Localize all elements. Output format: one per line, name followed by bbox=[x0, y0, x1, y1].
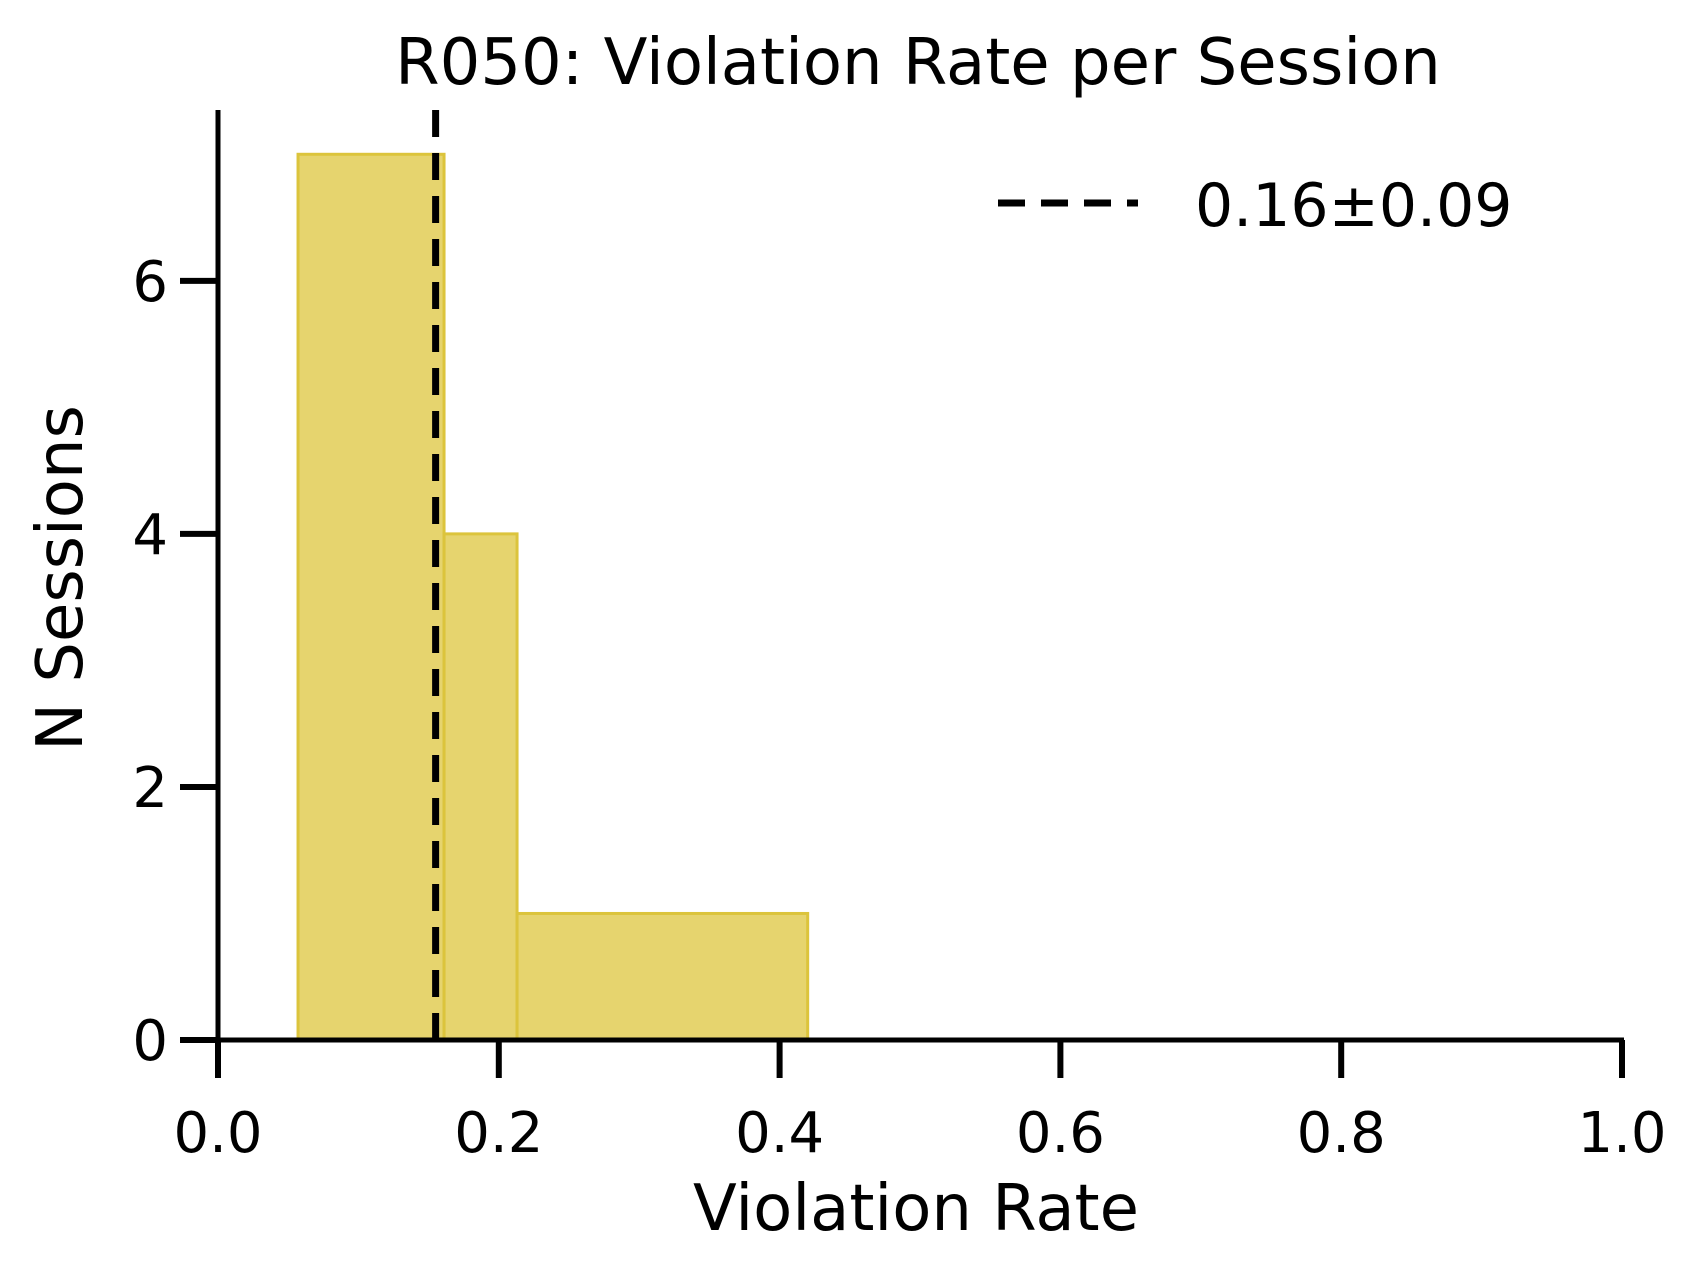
x-tick-label: 0.0 bbox=[173, 1101, 262, 1166]
x-tick-label: 0.2 bbox=[454, 1101, 543, 1166]
y-tick-label: 6 bbox=[132, 250, 168, 315]
x-axis-label: Violation Rate bbox=[693, 1172, 1139, 1246]
legend: 0.16±0.09 bbox=[998, 171, 1512, 241]
histogram-bar-2 bbox=[442, 532, 519, 1042]
x-tick-label: 1.0 bbox=[1577, 1101, 1666, 1166]
histogram-bar-1 bbox=[296, 152, 446, 1042]
y-tick-label: 0 bbox=[132, 1009, 168, 1074]
x-tick-label: 0.6 bbox=[1016, 1101, 1105, 1166]
histogram-bars bbox=[296, 152, 810, 1042]
y-tick-label: 4 bbox=[132, 503, 168, 568]
chart-title: R050: Violation Rate per Session bbox=[395, 26, 1441, 100]
x-tick-label: 0.8 bbox=[1297, 1101, 1386, 1166]
histogram-bar-3 bbox=[515, 911, 810, 1042]
x-ticks: 0.0 0.2 0.4 0.6 0.8 1.0 bbox=[173, 1040, 1667, 1166]
x-tick-label: 0.4 bbox=[735, 1101, 824, 1166]
y-tick-label: 2 bbox=[132, 756, 168, 821]
y-ticks: 0 2 4 6 bbox=[132, 250, 218, 1074]
legend-label: 0.16±0.09 bbox=[1195, 171, 1512, 241]
y-axis-label: N Sessions bbox=[24, 405, 98, 751]
